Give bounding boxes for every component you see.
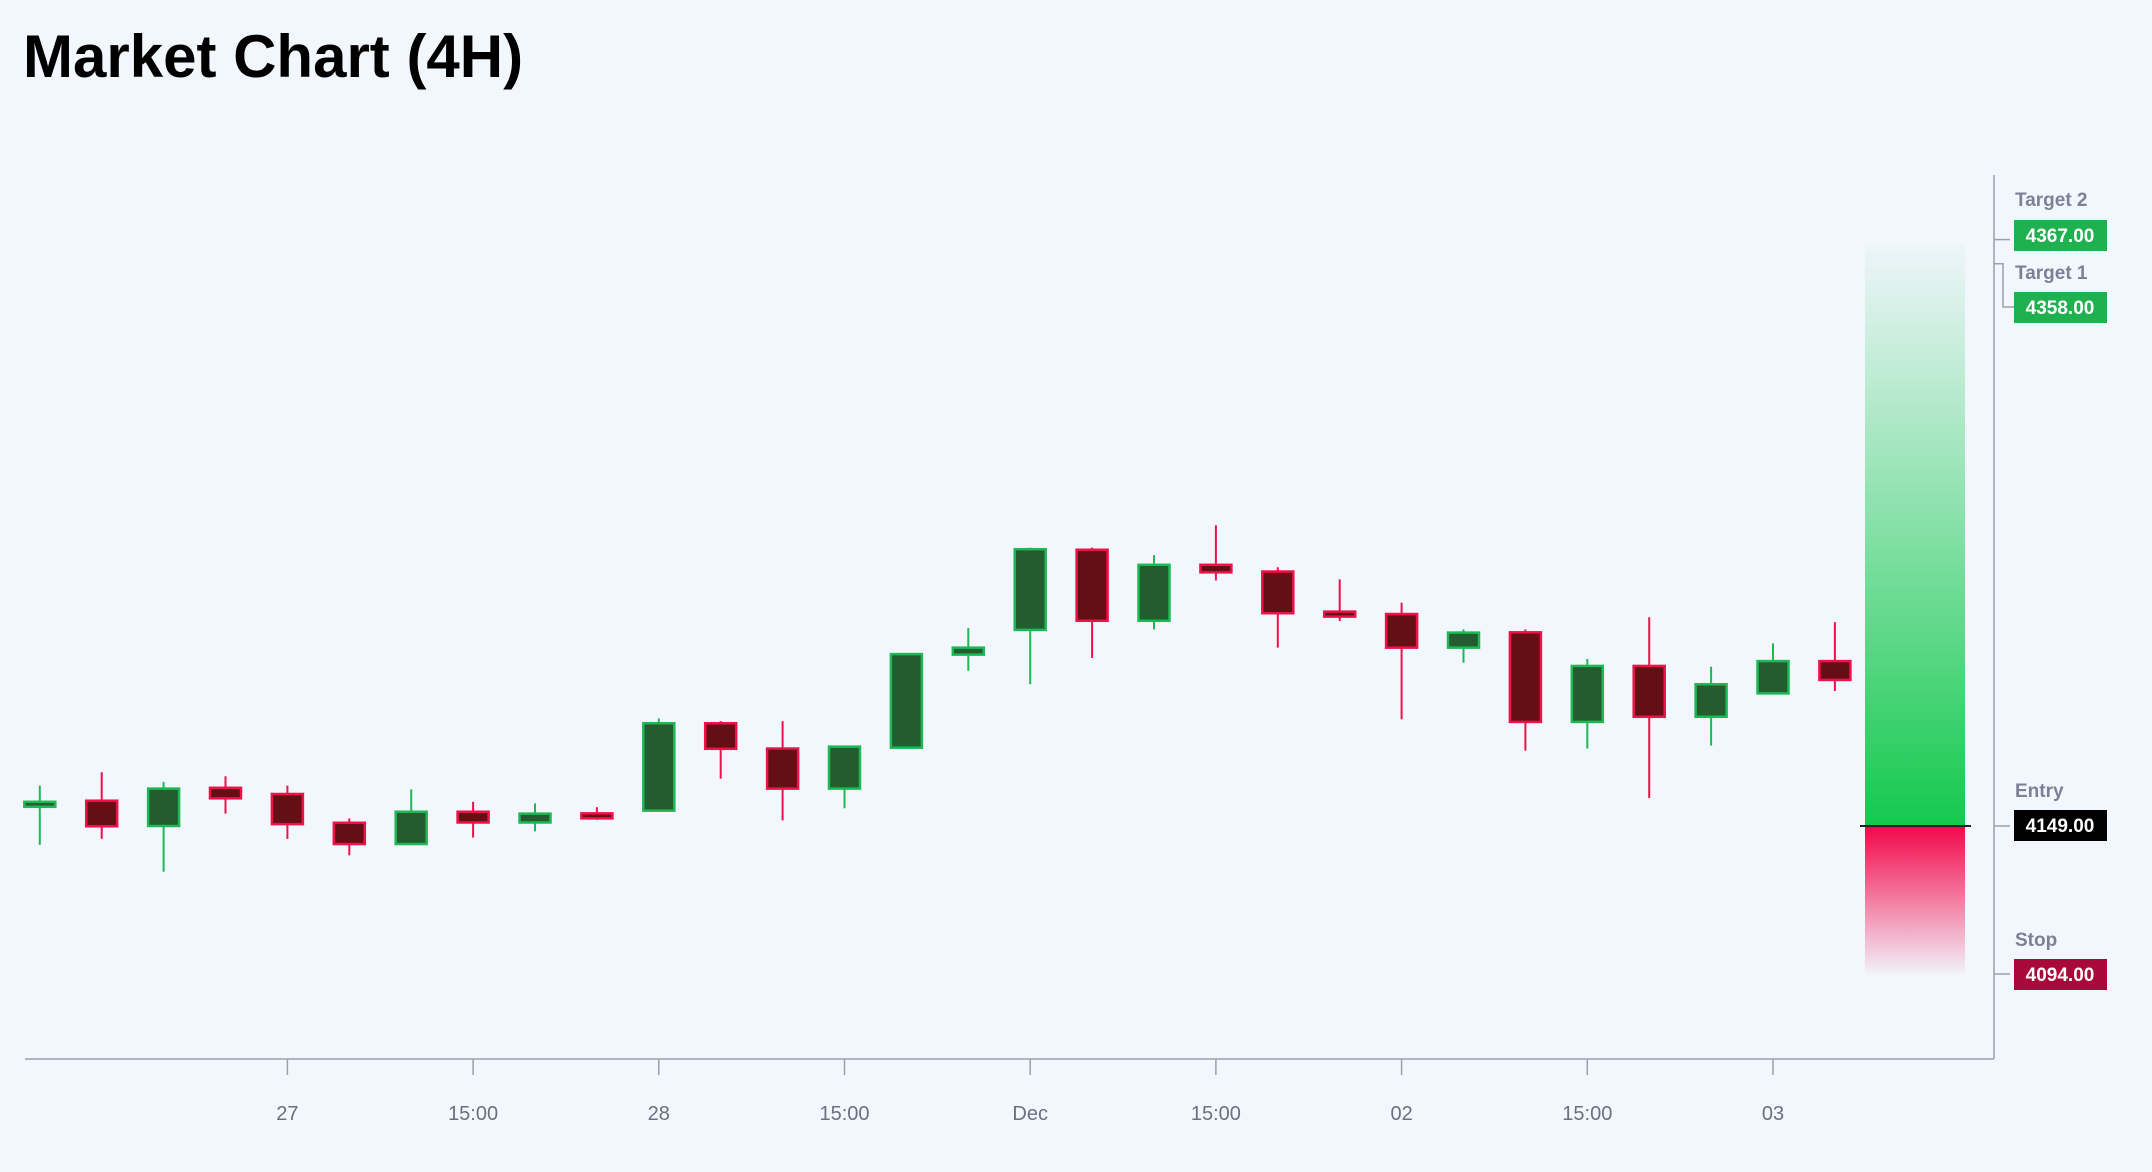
candle-down [1199, 563, 1233, 574]
candle-down [1818, 659, 1852, 682]
x-tick-label: 15:00 [1191, 1103, 1241, 1125]
x-tick-label: 15:00 [1562, 1103, 1612, 1125]
level-connector [1994, 263, 2014, 308]
candle-down [270, 792, 305, 826]
candle-down [456, 810, 490, 824]
candle-up [642, 721, 676, 812]
x-tick-label: 15:00 [448, 1103, 498, 1125]
candle-down [1075, 548, 1109, 623]
candle-up [827, 745, 862, 790]
x-tick-label: 03 [1762, 1103, 1784, 1125]
candle-down [332, 821, 367, 846]
candle-up [1694, 682, 1728, 719]
candle-down [1508, 631, 1543, 724]
candle-up [1446, 631, 1481, 649]
level-value-2: 4149.00 [2026, 816, 2095, 837]
chart-title: Market Chart (4H) [23, 23, 524, 90]
candle-down [84, 799, 119, 828]
x-tick-label: 02 [1390, 1103, 1412, 1125]
level-badge [2014, 959, 2107, 990]
x-tick-label: Dec [1012, 1103, 1048, 1125]
candle-down [1384, 612, 1419, 649]
level-badge [2014, 220, 2107, 251]
candle-up [1756, 659, 1790, 695]
level-value-0: 4367.00 [2026, 226, 2095, 247]
candle-down [703, 721, 738, 751]
level-badge [2014, 292, 2107, 323]
level-value-1: 4358.00 [2026, 298, 2095, 319]
candle-down [1261, 570, 1295, 615]
level-name-3: Stop [2015, 930, 2057, 951]
candle-up [394, 810, 428, 846]
candle-up [1013, 547, 1047, 632]
candle-up [1137, 563, 1171, 623]
x-tick-label: 28 [648, 1103, 670, 1125]
level-value-3: 4094.00 [2026, 965, 2095, 986]
candle-up [951, 646, 986, 656]
level-name-1: Target 1 [2015, 263, 2088, 284]
x-tick-label: 27 [276, 1103, 298, 1125]
level-name-0: Target 2 [2015, 190, 2088, 211]
candle-down [1632, 664, 1666, 719]
level-badge [2014, 810, 2107, 841]
candle-up [146, 787, 181, 828]
candle-down [1322, 610, 1357, 618]
candle-down [208, 786, 243, 800]
candle-up [889, 652, 924, 749]
candle-down [765, 747, 800, 790]
candle-up [1570, 664, 1605, 724]
candle-up [518, 812, 552, 824]
candle-down [580, 812, 614, 820]
x-tick-label: 15:00 [819, 1103, 869, 1125]
candle-up [23, 800, 57, 809]
loss-zone [1865, 826, 1965, 974]
profit-zone [1865, 244, 1965, 826]
level-name-2: Entry [2015, 781, 2064, 802]
